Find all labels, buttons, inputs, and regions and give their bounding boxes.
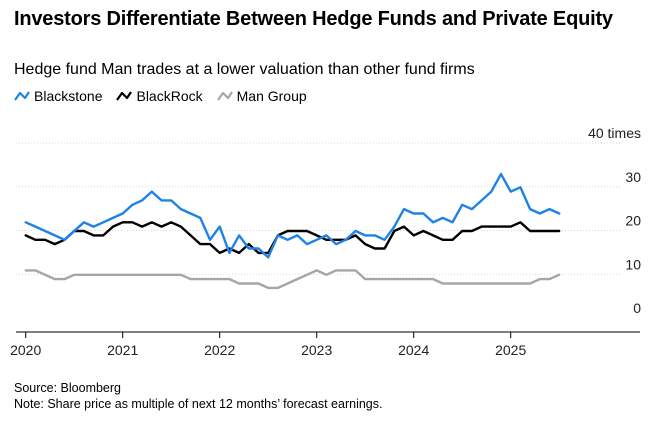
x-tick-label: 2024 — [398, 342, 429, 358]
series-line-man-group — [24, 269, 561, 290]
x-tick-label: 2023 — [301, 342, 332, 358]
series-line-blackrock — [24, 221, 561, 255]
x-tick-label: 2021 — [107, 342, 138, 358]
legend-line-icon — [14, 91, 30, 101]
y-tick-label: 40 times — [588, 125, 641, 141]
legend-label-man-group: Man Group — [236, 88, 307, 104]
chart-title: Investors Differentiate Between Hedge Fu… — [14, 8, 613, 30]
y-tick-label: 0 — [633, 300, 641, 316]
y-tick-label: 10 — [625, 256, 641, 272]
legend: Blackstone BlackRock Man Group — [14, 86, 321, 106]
x-tick-label: 2025 — [495, 342, 526, 358]
x-tick-label: 2022 — [204, 342, 235, 358]
legend-line-icon — [116, 91, 133, 101]
footnote: Note: Share price as multiple of next 12… — [14, 397, 383, 411]
legend-label-blackstone: Blackstone — [34, 88, 103, 104]
legend-line-icon — [216, 91, 233, 101]
legend-item-blackrock: BlackRock — [116, 88, 203, 104]
legend-label-blackrock: BlackRock — [136, 88, 203, 104]
legend-item-blackstone: Blackstone — [14, 88, 102, 104]
chart-subtitle: Hedge fund Man trades at a lower valuati… — [14, 61, 475, 78]
series-line-blackstone — [24, 172, 561, 259]
x-tick-label: 2020 — [10, 342, 41, 358]
source-note: Source: Bloomberg — [14, 381, 122, 395]
legend-item-man-group: Man Group — [216, 88, 307, 104]
y-tick-label: 20 — [625, 213, 641, 229]
y-tick-label: 30 — [625, 169, 641, 185]
